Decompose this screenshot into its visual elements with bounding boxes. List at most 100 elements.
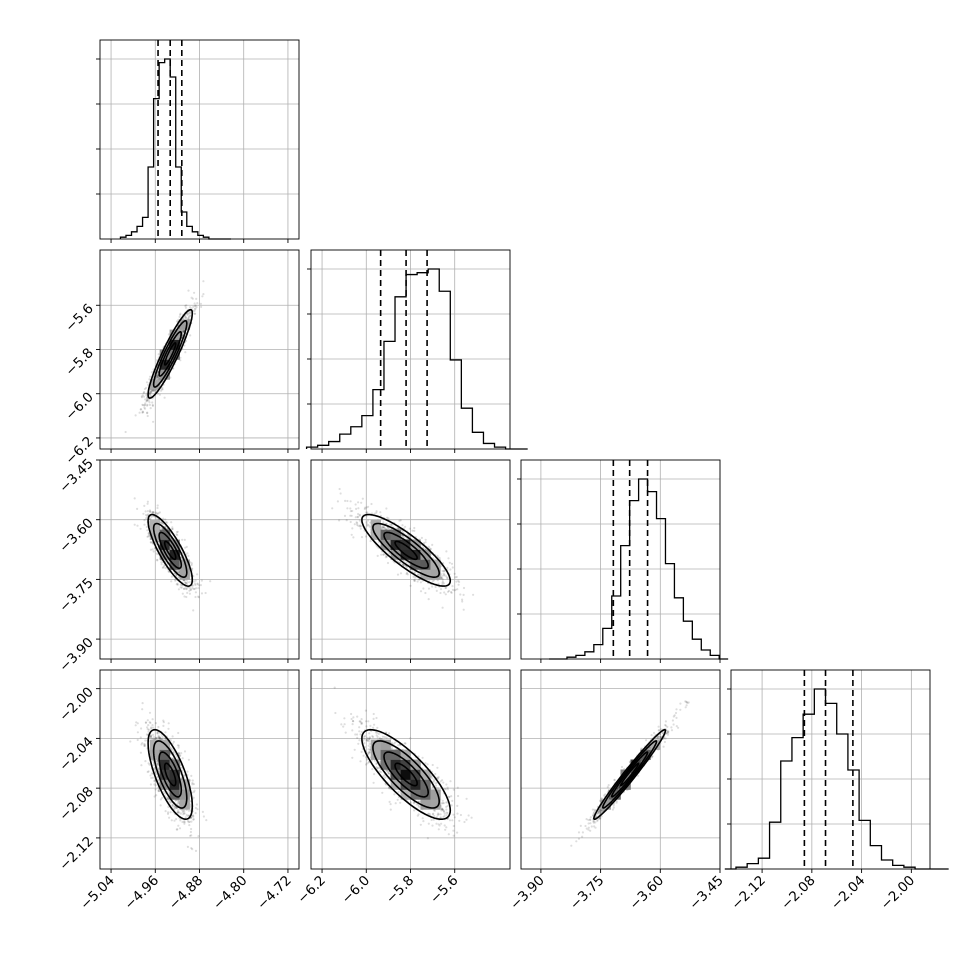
sample-point bbox=[190, 820, 193, 823]
sample-point bbox=[180, 556, 183, 560]
sample-point bbox=[408, 527, 411, 530]
sample-point bbox=[181, 330, 184, 333]
sample-point bbox=[193, 312, 196, 315]
sample-point bbox=[187, 554, 190, 558]
sample-point bbox=[192, 609, 195, 612]
sample-point bbox=[143, 391, 146, 394]
sample-point bbox=[156, 759, 159, 763]
sample-point bbox=[194, 304, 197, 307]
sample-point bbox=[183, 581, 187, 584]
sample-point bbox=[140, 764, 143, 767]
sample-point bbox=[194, 307, 197, 310]
sample-point bbox=[166, 521, 169, 524]
sample-point bbox=[190, 307, 193, 310]
sample-point bbox=[182, 587, 186, 591]
sample-point bbox=[162, 721, 165, 724]
sample-point bbox=[190, 296, 193, 299]
sample-point bbox=[144, 513, 148, 517]
sample-point bbox=[161, 796, 164, 799]
sample-point bbox=[152, 763, 155, 767]
sample-point bbox=[162, 523, 165, 526]
sample-point bbox=[160, 561, 163, 564]
sample-point bbox=[150, 541, 153, 544]
sample-point bbox=[144, 402, 147, 405]
sample-point bbox=[189, 306, 192, 309]
sample-point bbox=[146, 500, 149, 503]
sample-point bbox=[147, 535, 150, 538]
sample-point bbox=[175, 818, 178, 821]
sample-point bbox=[152, 511, 155, 514]
scatter-panel-1-0: −6.2−6.0−5.8−5.6 bbox=[62, 249, 300, 468]
sample-point bbox=[156, 559, 159, 562]
sample-point bbox=[143, 387, 146, 391]
sample-point bbox=[156, 359, 159, 362]
sample-point bbox=[439, 591, 442, 595]
sample-point bbox=[136, 524, 139, 527]
sample-point bbox=[186, 770, 189, 773]
sample-point bbox=[195, 305, 198, 309]
sample-point bbox=[146, 404, 149, 407]
sample-point bbox=[151, 724, 154, 727]
sample-point bbox=[146, 414, 149, 418]
sample-point bbox=[149, 392, 152, 395]
sample-point bbox=[434, 585, 437, 589]
sample-point bbox=[405, 566, 409, 569]
sample-point bbox=[138, 411, 141, 414]
sample-point bbox=[177, 576, 180, 579]
sample-point bbox=[202, 280, 205, 283]
sample-point bbox=[183, 822, 186, 825]
sample-point bbox=[155, 376, 158, 379]
sample-point bbox=[185, 545, 188, 549]
sample-point bbox=[338, 487, 341, 491]
sample-point bbox=[358, 519, 361, 522]
sample-point bbox=[163, 565, 166, 568]
sample-point bbox=[197, 835, 200, 838]
sample-point bbox=[141, 411, 144, 414]
sample-point bbox=[162, 517, 165, 520]
sample-point bbox=[145, 399, 148, 402]
sample-point bbox=[156, 392, 159, 395]
sample-point bbox=[142, 411, 145, 414]
sample-point bbox=[188, 581, 191, 584]
sample-point bbox=[379, 511, 382, 514]
sample-point bbox=[147, 383, 150, 386]
sample-point bbox=[146, 398, 149, 401]
sample-point bbox=[146, 529, 149, 532]
sample-point bbox=[453, 572, 456, 575]
sample-point bbox=[159, 804, 162, 807]
sample-point bbox=[451, 566, 454, 569]
sample-point bbox=[149, 783, 152, 786]
sample-point bbox=[147, 399, 150, 402]
sample-point bbox=[175, 320, 179, 323]
sample-point bbox=[145, 517, 148, 520]
sample-point bbox=[184, 587, 188, 590]
sample-point bbox=[441, 581, 444, 585]
contour-line bbox=[152, 320, 188, 388]
x-tick-label: −2.12 bbox=[728, 873, 769, 914]
sample-point bbox=[166, 527, 169, 530]
sample-point bbox=[167, 722, 170, 725]
sample-point bbox=[356, 522, 359, 525]
sample-point bbox=[197, 595, 200, 598]
sample-point bbox=[186, 581, 189, 584]
sample-point bbox=[191, 567, 194, 571]
sample-point bbox=[190, 563, 193, 567]
sample-point bbox=[413, 579, 416, 583]
sample-point bbox=[150, 390, 153, 393]
sample-point bbox=[152, 389, 155, 392]
sample-point bbox=[146, 719, 149, 722]
sample-point bbox=[417, 573, 420, 576]
sample-point bbox=[147, 532, 150, 535]
sample-point bbox=[194, 849, 198, 853]
sample-point bbox=[399, 572, 403, 575]
sample-point bbox=[156, 558, 159, 561]
sample-point bbox=[436, 554, 439, 557]
sample-point bbox=[165, 796, 168, 799]
sample-point bbox=[178, 827, 182, 830]
sample-point bbox=[145, 386, 148, 389]
sample-point bbox=[201, 810, 204, 814]
sample-point bbox=[186, 845, 189, 849]
sample-point bbox=[195, 587, 198, 590]
sample-point bbox=[360, 501, 363, 504]
sample-point bbox=[413, 529, 416, 533]
